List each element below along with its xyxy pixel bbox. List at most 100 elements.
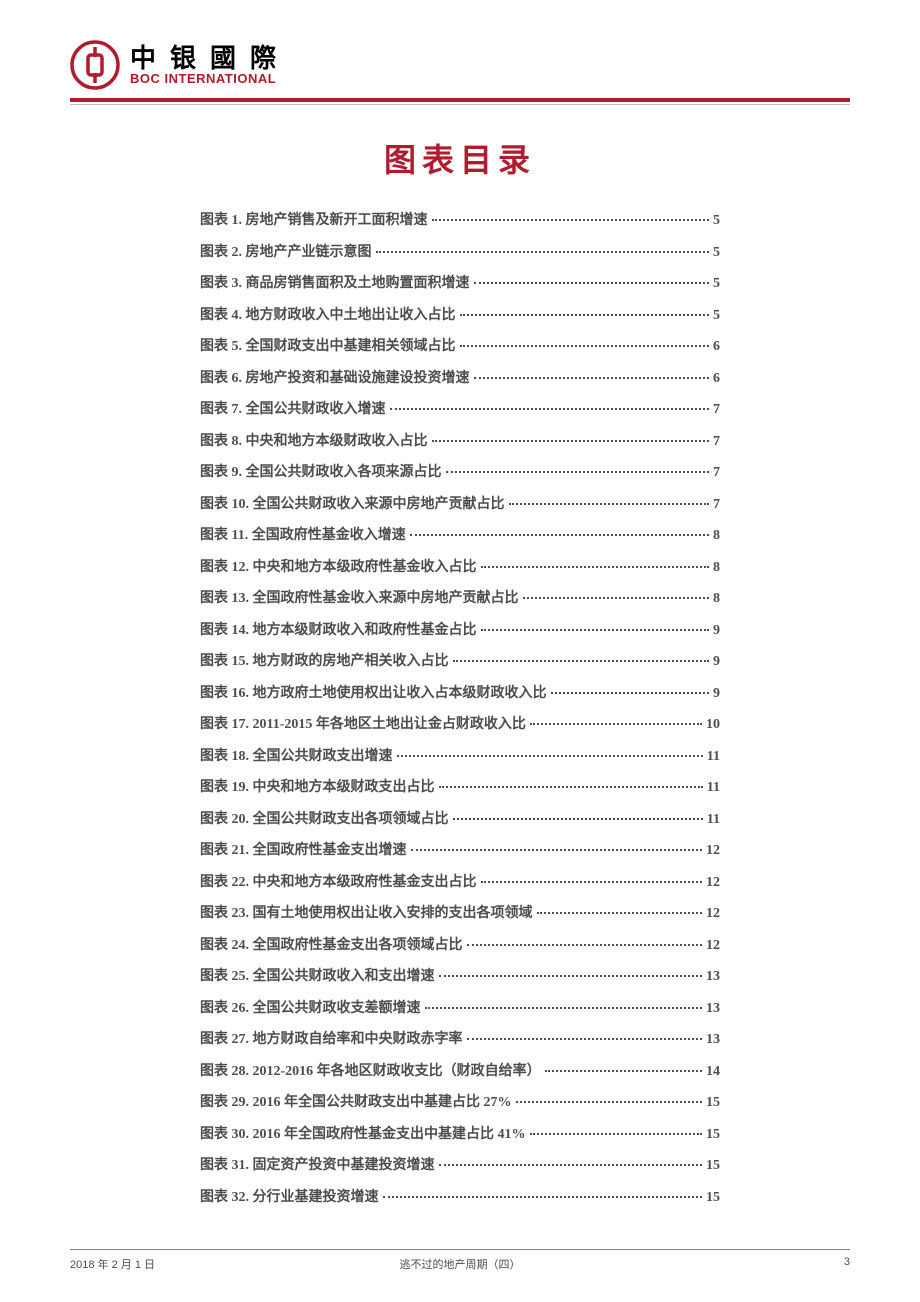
toc-entry-page: 10 <box>706 717 720 733</box>
toc-entry-label: 图表 25. 全国公共财政收入和支出增速 <box>200 965 435 985</box>
toc-entry-label: 图表 5. 全国财政支出中基建相关领域占比 <box>200 335 456 355</box>
toc-entry-dots <box>376 251 710 253</box>
toc-entry-page: 7 <box>713 465 720 481</box>
toc-entry-page: 11 <box>707 749 720 765</box>
company-name-cn: 中银國際 <box>130 44 290 73</box>
footer-rule <box>70 1249 850 1250</box>
toc-entry: 图表 7. 全国公共财政收入增速7 <box>200 398 720 418</box>
toc-entry-label: 图表 28. 2012-2016 年各地区财政收支比（财政自给率） <box>200 1060 541 1080</box>
header: 中银國際 BOC INTERNATIONAL <box>70 40 850 90</box>
toc-entry-dots <box>439 1164 703 1166</box>
toc-entry-label: 图表 3. 商品房销售面积及土地购置面积增速 <box>200 272 470 292</box>
toc-entry-page: 5 <box>713 245 720 261</box>
toc-entry-label: 图表 6. 房地产投资和基础设施建设投资增速 <box>200 367 470 387</box>
toc-container: 图表 1. 房地产销售及新开工面积增速5 图表 2. 房地产产业链示意图 5 图表 3… <box>70 209 850 1206</box>
toc-entry: 图表 27. 地方财政自给率和中央财政赤字率13 <box>200 1028 720 1048</box>
toc-entry-dots <box>523 597 710 599</box>
toc-entry-label: 图表 24. 全国政府性基金支出各项领域占比 <box>200 934 463 954</box>
footer-page: 3 <box>590 1256 850 1272</box>
toc-entry-dots <box>453 818 703 820</box>
toc-entry-label: 图表 4. 地方财政收入中土地出让收入占比 <box>200 304 456 324</box>
toc-entry-page: 8 <box>713 528 720 544</box>
toc-entry-dots <box>545 1070 702 1072</box>
toc-entry-page: 6 <box>713 371 720 387</box>
toc-entry-dots <box>474 282 710 284</box>
page-title: 图表目录 <box>70 135 850 181</box>
toc-entry-label: 图表 7. 全国公共财政收入增速 <box>200 398 386 418</box>
toc-entry-dots <box>453 660 710 662</box>
toc-entry: 图表 2. 房地产产业链示意图 5 <box>200 241 720 261</box>
toc-entry-dots <box>446 471 710 473</box>
toc-entry-label: 图表 19. 中央和地方本级财政支出占比 <box>200 776 435 796</box>
toc-entry: 图表 9. 全国公共财政收入各项来源占比 7 <box>200 461 720 481</box>
toc-entry: 图表 12. 中央和地方本级政府性基金收入占比8 <box>200 556 720 576</box>
toc-entry: 图表 5. 全国财政支出中基建相关领域占比6 <box>200 335 720 355</box>
toc-entry-dots <box>481 881 703 883</box>
toc-entry-page: 8 <box>713 560 720 576</box>
toc-entry-label: 图表 9. 全国公共财政收入各项来源占比 <box>200 461 442 481</box>
toc-entry-page: 13 <box>706 969 720 985</box>
toc-entry-page: 14 <box>706 1064 720 1080</box>
toc-entry: 图表 15. 地方财政的房地产相关收入占比 9 <box>200 650 720 670</box>
toc-entry: 图表 26. 全国公共财政收支差额增速 13 <box>200 997 720 1017</box>
toc-entry-label: 图表 15. 地方财政的房地产相关收入占比 <box>200 650 449 670</box>
footer-title: 逃不过的地产周期（四） <box>330 1256 590 1272</box>
toc-entry: 图表 3. 商品房销售面积及土地购置面积增速5 <box>200 272 720 292</box>
toc-entry-label: 图表 10. 全国公共财政收入来源中房地产贡献占比 <box>200 493 505 513</box>
toc-entry-dots <box>460 345 710 347</box>
toc-entry-page: 15 <box>706 1095 720 1111</box>
toc-entry: 图表 1. 房地产销售及新开工面积增速5 <box>200 209 720 229</box>
toc-entry: 图表 4. 地方财政收入中土地出让收入占比5 <box>200 304 720 324</box>
toc-entry-label: 图表 16. 地方政府土地使用权出让收入占本级财政收入比 <box>200 682 547 702</box>
toc-entry-dots <box>439 975 703 977</box>
toc-entry-label: 图表 14. 地方本级财政收入和政府性基金占比 <box>200 619 477 639</box>
toc-entry: 图表 22. 中央和地方本级政府性基金支出占比12 <box>200 871 720 891</box>
toc-entry: 图表 29. 2016 年全国公共财政支出中基建占比 27%15 <box>200 1091 720 1111</box>
footer-content: 2018 年 2 月 1 日 逃不过的地产周期（四） 3 <box>70 1256 850 1272</box>
toc-entry-dots <box>411 849 703 851</box>
toc-entry-label: 图表 27. 地方财政自给率和中央财政赤字率 <box>200 1028 463 1048</box>
toc-entry-dots <box>516 1101 703 1103</box>
toc-entry-page: 13 <box>706 1001 720 1017</box>
header-rule-gray <box>70 104 850 105</box>
toc-entry-dots <box>432 440 710 442</box>
toc-entry-dots <box>383 1196 703 1198</box>
toc-entry-dots <box>537 912 703 914</box>
toc-entry: 图表 10. 全国公共财政收入来源中房地产贡献占比7 <box>200 493 720 513</box>
toc-entry: 图表 32. 分行业基建投资增速15 <box>200 1186 720 1206</box>
toc-entry-label: 图表 26. 全国公共财政收支差额增速 <box>200 997 421 1017</box>
toc-entry-dots <box>509 503 710 505</box>
toc-entry-dots <box>474 377 710 379</box>
toc-entry-label: 图表 1. 房地产销售及新开工面积增速 <box>200 209 428 229</box>
toc-entry-label: 图表 8. 中央和地方本级财政收入占比 <box>200 430 428 450</box>
header-rule <box>70 98 850 105</box>
toc-entry-dots <box>481 566 710 568</box>
toc-entry-page: 12 <box>706 843 720 859</box>
toc-entry: 图表 16. 地方政府土地使用权出让收入占本级财政收入比 9 <box>200 682 720 702</box>
toc-entry: 图表 30. 2016 年全国政府性基金支出中基建占比 41%15 <box>200 1123 720 1143</box>
toc-entry: 图表 14. 地方本级财政收入和政府性基金占比9 <box>200 619 720 639</box>
toc-entry: 图表 24. 全国政府性基金支出各项领域占比12 <box>200 934 720 954</box>
toc-entry-label: 图表 31. 固定资产投资中基建投资增速 <box>200 1154 435 1174</box>
toc-entry-dots <box>439 786 703 788</box>
toc-entry-dots <box>397 755 703 757</box>
toc-entry-page: 9 <box>713 654 720 670</box>
toc-entry-dots <box>481 629 710 631</box>
toc-entry-page: 15 <box>706 1158 720 1174</box>
company-name: 中银國際 BOC INTERNATIONAL <box>130 44 290 86</box>
toc-entry: 图表 13. 全国政府性基金收入来源中房地产贡献占比8 <box>200 587 720 607</box>
boc-logo-icon <box>70 40 120 90</box>
toc-entry: 图表 28. 2012-2016 年各地区财政收支比（财政自给率） 14 <box>200 1060 720 1080</box>
toc-entry-label: 图表 13. 全国政府性基金收入来源中房地产贡献占比 <box>200 587 519 607</box>
toc-entry-dots <box>530 1133 703 1135</box>
toc-entry-label: 图表 20. 全国公共财政支出各项领域占比 <box>200 808 449 828</box>
toc-entry-dots <box>551 692 710 694</box>
toc-entry: 图表 6. 房地产投资和基础设施建设投资增速 6 <box>200 367 720 387</box>
toc-entry: 图表 23. 国有土地使用权出让收入安排的支出各项领域12 <box>200 902 720 922</box>
toc-entry-dots <box>530 723 702 725</box>
toc-entry-page: 9 <box>713 686 720 702</box>
toc-entry: 图表 20. 全国公共财政支出各项领域占比 11 <box>200 808 720 828</box>
toc-entry-page: 11 <box>707 780 720 796</box>
toc-entry-page: 11 <box>707 812 720 828</box>
toc-entry-label: 图表 2. 房地产产业链示意图 <box>200 241 372 261</box>
